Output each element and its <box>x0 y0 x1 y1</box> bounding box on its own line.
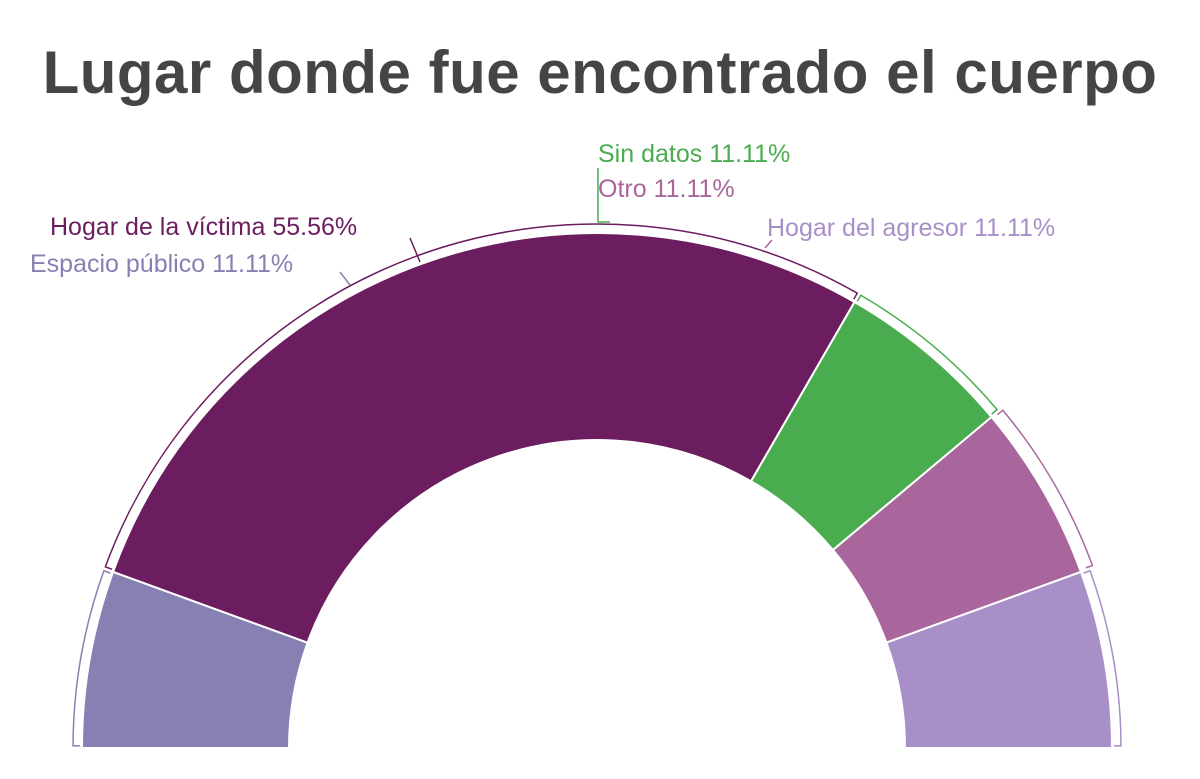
label-value: 11.11% <box>653 175 735 203</box>
slice-label-hogar-agresor: Hogar del agresor 11.11% <box>767 214 1055 243</box>
slice-hogar-victima <box>111 232 856 644</box>
label-text: Hogar del agresor <box>767 214 968 242</box>
slice-label-espacio-publico: Espacio público 11.11% <box>30 250 293 279</box>
leader-line-hogar-victima <box>409 237 421 263</box>
leader-line-otro <box>764 239 773 249</box>
chart-title: Lugar donde fue encontrado el cuerpo <box>42 39 1158 106</box>
leader-bracket-hogar-agresor <box>1083 569 1122 747</box>
leader-bracket-sin-datos <box>856 294 999 415</box>
slice-hogar-agresor <box>885 570 1114 749</box>
label-value: 11.11% <box>212 250 294 278</box>
label-text: Sin datos <box>598 140 703 168</box>
label-text: Otro <box>598 175 647 203</box>
label-value: 55.56% <box>272 213 358 241</box>
leader-bracket-espacio-publico <box>72 569 111 747</box>
slice-label-otro: Otro 11.11% <box>598 175 735 204</box>
leader-line-espacio-publico <box>339 271 351 286</box>
slice-label-hogar-victima: Hogar de la víctima 55.56% <box>50 213 357 242</box>
label-text: Espacio público <box>30 250 206 278</box>
slice-label-sin-datos: Sin datos 11.11% <box>598 140 790 169</box>
leader-bracket-otro <box>996 409 1094 569</box>
label-text: Hogar de la víctima <box>50 213 266 241</box>
label-value: 11.11% <box>709 140 791 168</box>
label-value: 11.11% <box>974 214 1056 242</box>
leader-line-sin-datos <box>597 168 610 223</box>
